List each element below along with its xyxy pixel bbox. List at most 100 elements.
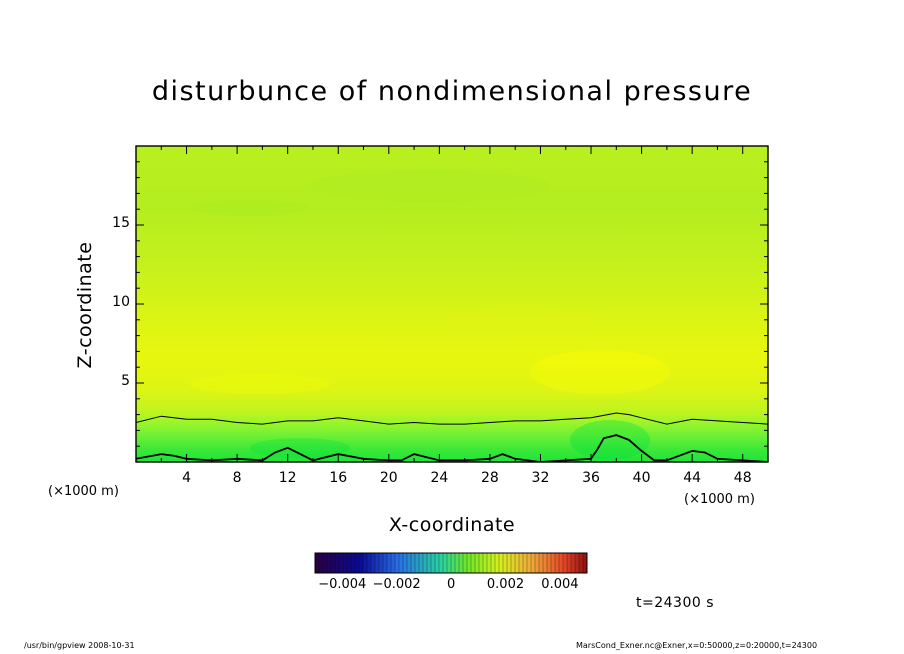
colorbar-swatch bbox=[523, 553, 528, 573]
x-tick-label: 44 bbox=[683, 470, 702, 486]
colorbar-swatch bbox=[539, 553, 544, 573]
colorbar-swatch bbox=[375, 553, 380, 573]
colorbar-swatch bbox=[331, 553, 336, 573]
colorbar-swatch bbox=[543, 553, 548, 573]
x-tick-label: 12 bbox=[278, 470, 297, 486]
colorbar-swatch bbox=[567, 553, 572, 573]
x-tick-label: 16 bbox=[329, 470, 348, 486]
colorbar-swatch bbox=[479, 553, 484, 573]
colorbar-swatch bbox=[447, 553, 452, 573]
x-axis-unit-left: (×1000 m) bbox=[48, 484, 119, 499]
colorbar-swatch bbox=[559, 553, 564, 573]
colorbar-swatch bbox=[495, 553, 500, 573]
colorbar-swatch bbox=[343, 553, 348, 573]
colorbar-swatch bbox=[399, 553, 404, 573]
colorbar-swatch bbox=[459, 553, 464, 573]
colorbar-swatch bbox=[435, 553, 440, 573]
x-tick-label: 8 bbox=[232, 470, 242, 486]
colorbar-swatch bbox=[419, 553, 424, 573]
colorbar-swatch bbox=[467, 553, 472, 573]
colorbar-swatch bbox=[347, 553, 352, 573]
colorbar-swatch bbox=[427, 553, 432, 573]
colorbar-swatch bbox=[315, 553, 320, 573]
colorbar-swatch bbox=[583, 553, 588, 573]
colorbar-swatch bbox=[351, 553, 356, 573]
x-axis-unit-right: (×1000 m) bbox=[684, 492, 755, 507]
x-tick-label: 48 bbox=[733, 470, 752, 486]
colorbar-swatch bbox=[391, 553, 396, 573]
colorbar-swatch bbox=[511, 553, 516, 573]
contour-line bbox=[136, 412, 768, 425]
colorbar-swatch bbox=[471, 553, 476, 573]
colorbar-swatch bbox=[531, 553, 536, 573]
colorbar-tick-label: 0.004 bbox=[541, 577, 579, 592]
colorbar-swatch bbox=[515, 553, 520, 573]
field-patch bbox=[570, 420, 650, 460]
colorbar-tick-label: −0.004 bbox=[318, 577, 367, 592]
y-tick-label: 10 bbox=[112, 294, 130, 310]
colorbar-swatch bbox=[475, 553, 480, 573]
time-label: t=24300 s bbox=[636, 595, 714, 611]
colorbar-tick-label: 0.002 bbox=[486, 577, 525, 592]
colorbar bbox=[314, 552, 588, 574]
contour-group bbox=[136, 412, 768, 462]
colorbar-swatch bbox=[551, 553, 556, 573]
chart-title: disturbunce of nondimensional pressure bbox=[151, 76, 753, 107]
x-tick-label: 20 bbox=[379, 470, 398, 486]
colorbar-swatch bbox=[339, 553, 344, 573]
colorbar-swatch bbox=[451, 553, 456, 573]
colorbar-swatch bbox=[519, 553, 524, 573]
colorbar-swatch bbox=[571, 553, 576, 573]
colorbar-swatch bbox=[463, 553, 468, 573]
x-tick-label: 28 bbox=[480, 470, 499, 486]
colorbar-swatch bbox=[431, 553, 436, 573]
x-tick-label: 24 bbox=[430, 470, 449, 486]
colorbar-swatch bbox=[563, 553, 568, 573]
axis-ticks bbox=[135, 146, 769, 462]
colorbar-swatch bbox=[363, 553, 368, 573]
colorbar-swatch bbox=[367, 553, 372, 573]
footer-command: /usr/bin/gpview 2008-10-31 bbox=[24, 641, 135, 650]
colorbar-swatch bbox=[407, 553, 412, 573]
colorbar-swatch bbox=[555, 553, 560, 573]
colorbar-swatch bbox=[387, 553, 392, 573]
field-patch bbox=[190, 200, 310, 216]
colorbar-swatch bbox=[499, 553, 504, 573]
x-tick-label: 36 bbox=[582, 470, 600, 486]
x-tick-label: 4 bbox=[182, 470, 192, 486]
colorbar-swatch bbox=[403, 553, 408, 573]
colorbar-swatch bbox=[327, 553, 332, 573]
colorbar-swatch bbox=[579, 553, 584, 573]
x-axis-label: X-coordinate bbox=[388, 514, 516, 536]
colorbar-frame bbox=[314, 552, 588, 574]
colorbar-swatch bbox=[491, 553, 496, 573]
colorbar-tick-label: 0 bbox=[447, 577, 456, 592]
colorbar-swatch bbox=[359, 553, 364, 573]
colorbar-swatch bbox=[335, 553, 340, 573]
colorbar-swatch bbox=[379, 553, 384, 573]
colorbar-swatch bbox=[383, 553, 388, 573]
x-tick-label: 32 bbox=[531, 470, 550, 486]
colorbar-swatch bbox=[323, 553, 328, 573]
field-patch bbox=[530, 350, 670, 394]
field-patch bbox=[440, 308, 600, 328]
colorbar-swatch bbox=[319, 553, 324, 573]
x-tick-label: 40 bbox=[632, 470, 651, 486]
colorbar-swatch bbox=[415, 553, 420, 573]
field-patch bbox=[310, 170, 550, 202]
y-tick-label: 5 bbox=[121, 373, 130, 389]
colorbar-swatch bbox=[423, 553, 428, 573]
contour-line bbox=[136, 434, 768, 462]
y-tick-label: 15 bbox=[112, 215, 130, 231]
colorbar-swatch bbox=[487, 553, 492, 573]
colorbar-swatch bbox=[395, 553, 400, 573]
colorbar-swatch bbox=[455, 553, 460, 573]
footer-source: MarsCond_Exner.nc@Exner,x=0:50000,z=0:20… bbox=[576, 641, 818, 650]
colorbar-swatch bbox=[575, 553, 580, 573]
colorbar-swatch bbox=[411, 553, 416, 573]
colorbar-swatch bbox=[355, 553, 360, 573]
colorbar-swatch bbox=[547, 553, 552, 573]
colorbar-swatch bbox=[439, 553, 444, 573]
colorbar-swatch bbox=[535, 553, 540, 573]
